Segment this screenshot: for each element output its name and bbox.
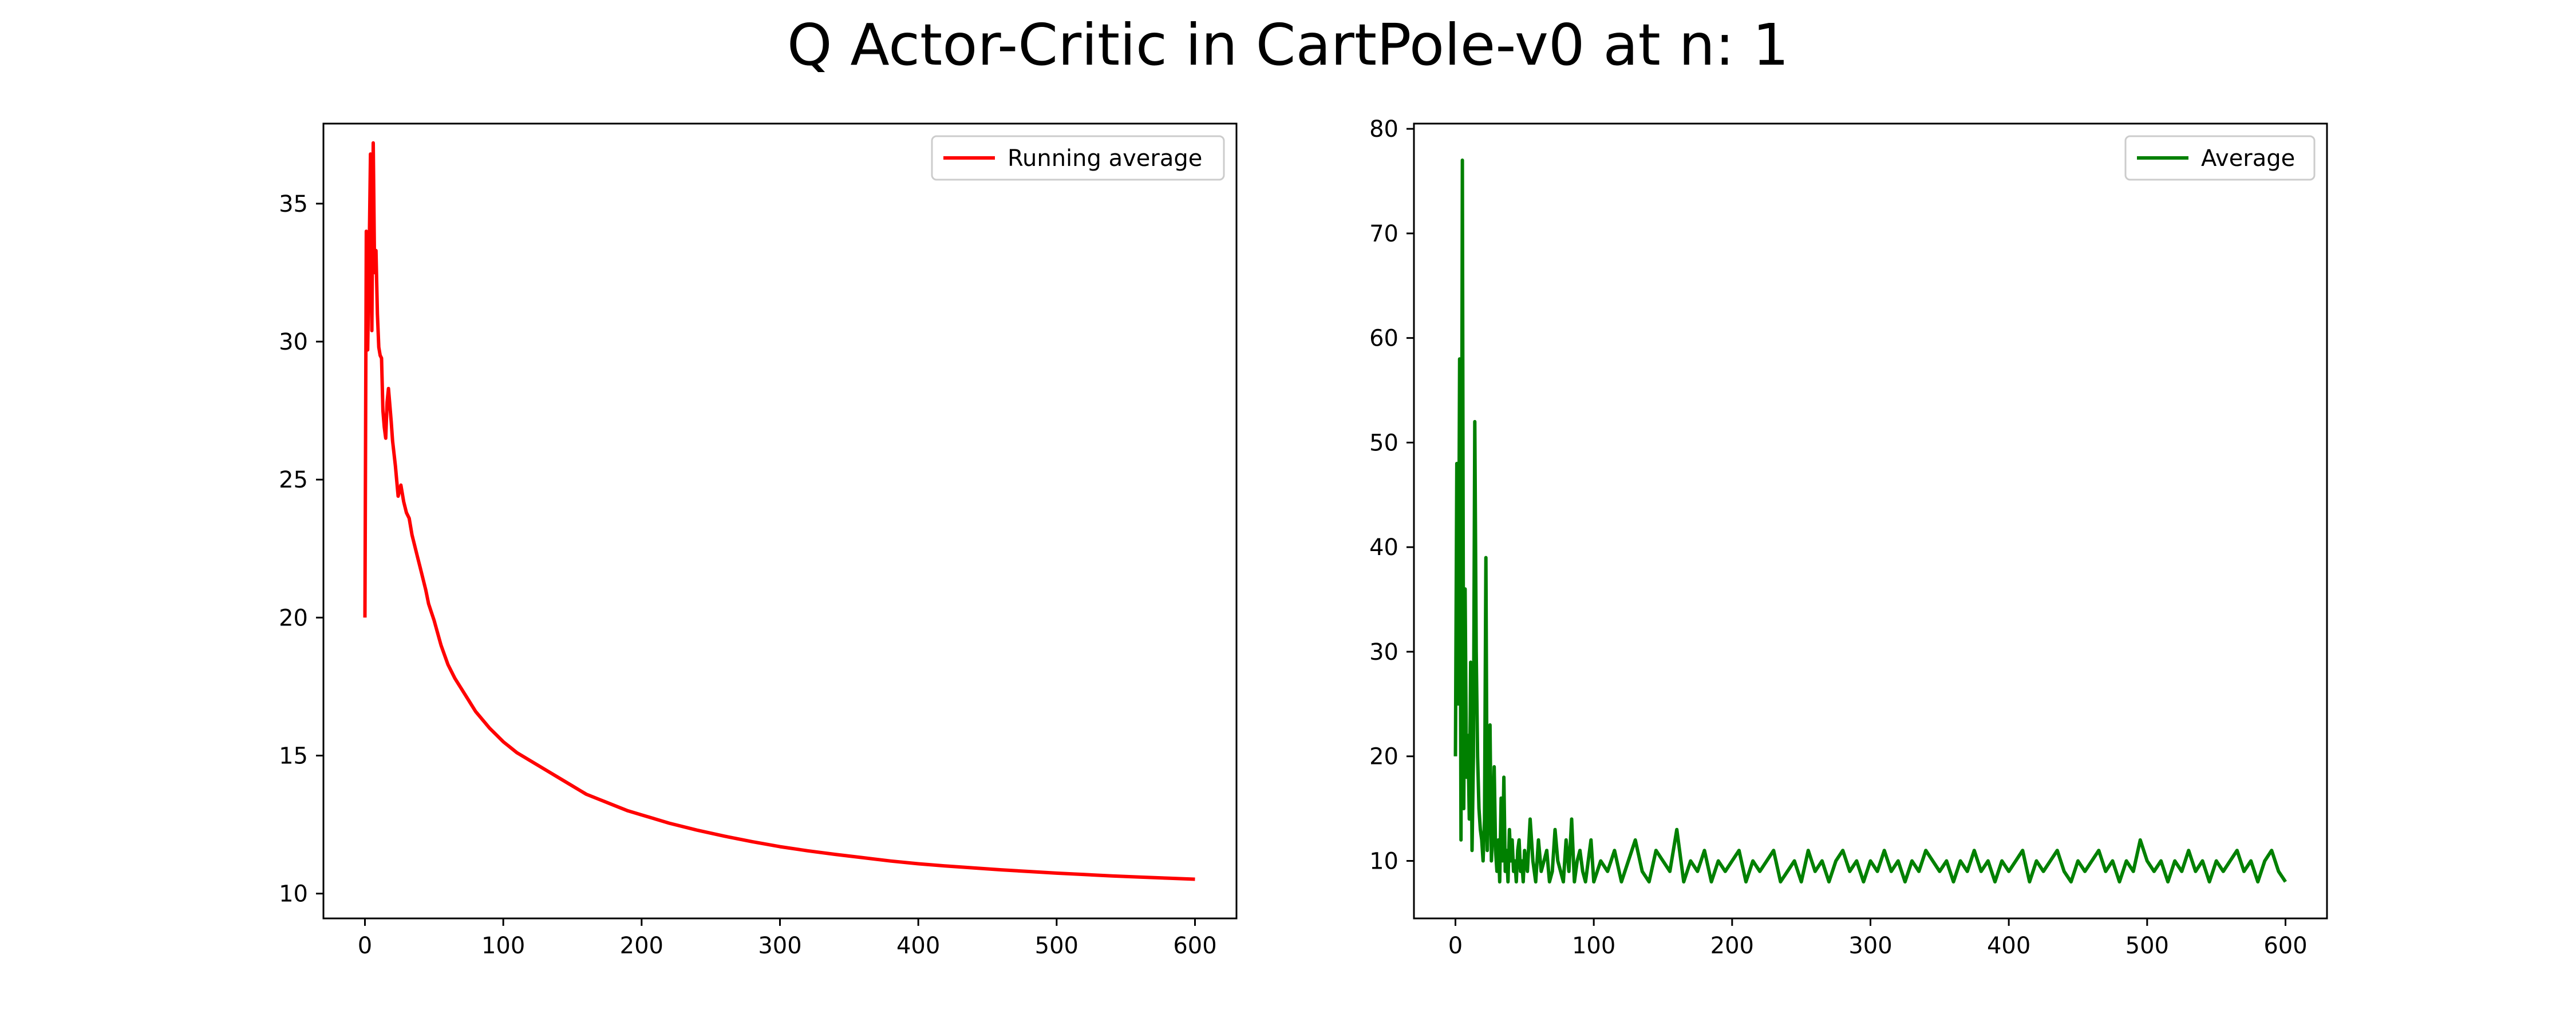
right-y-tick-label: 10 xyxy=(1369,848,1398,874)
left-axes-frame xyxy=(322,122,1238,920)
right-x-tick-label: 500 xyxy=(2125,933,2169,959)
left-y-tick-label: 10 xyxy=(279,881,308,908)
left-x-tick-label: 600 xyxy=(1173,933,1216,959)
right-y-tick-label: 80 xyxy=(1369,116,1398,142)
figure-title: Q Actor-Critic in CartPole-v0 at n: 1 xyxy=(787,11,1789,78)
right-y-tick-label: 40 xyxy=(1369,534,1398,561)
left-legend-label: Running average xyxy=(1008,145,1202,172)
right-legend-label: Average xyxy=(2201,145,2295,172)
left-legend-box xyxy=(931,135,1225,181)
left-x-tick-label: 0 xyxy=(358,933,372,959)
right-y-tick-label: 60 xyxy=(1369,326,1398,352)
right-x-tick-label: 200 xyxy=(1710,933,1754,959)
right-series-line-0 xyxy=(1453,159,2287,884)
right-y-tick-label: 70 xyxy=(1369,221,1398,247)
right-x-tick-label: 400 xyxy=(1987,933,2030,959)
left-x-tick-label: 300 xyxy=(758,933,801,959)
left-x-tick-label: 100 xyxy=(481,933,525,959)
right-axes-frame xyxy=(1413,122,2328,920)
right-y-tick-label: 20 xyxy=(1369,744,1398,770)
left-y-tick-label: 35 xyxy=(279,191,308,217)
left-y-tick-label: 30 xyxy=(279,329,308,355)
right-x-tick-label: 600 xyxy=(2263,933,2307,959)
left-y-tick-label: 15 xyxy=(279,743,308,769)
right-legend: Average xyxy=(2124,135,2316,181)
left-x-tick-label: 200 xyxy=(620,933,663,959)
left-y-tick-label: 20 xyxy=(279,605,308,631)
right-chart-panel: 0 100 200 300 400 500 600 10 20 30 40 50 60 70 80 Avera… xyxy=(1369,116,2328,959)
left-series-line-0 xyxy=(363,141,1195,881)
right-x-tick-label: 100 xyxy=(1572,933,1615,959)
right-x-tick-label: 300 xyxy=(1848,933,1892,959)
right-x-tick-label: 0 xyxy=(1448,933,1463,959)
left-legend: Running average xyxy=(931,135,1225,181)
right-y-tick-label: 30 xyxy=(1369,639,1398,665)
left-chart-panel: 0 100 200 300 400 500 600 10 15 20 25 30 35 Running a… xyxy=(279,122,1238,959)
right-y-tick-label: 50 xyxy=(1369,430,1398,456)
left-x-tick-label: 500 xyxy=(1035,933,1078,959)
left-x-tick-label: 400 xyxy=(896,933,940,959)
right-legend-box xyxy=(2124,135,2316,181)
left-y-tick-label: 25 xyxy=(279,467,308,493)
